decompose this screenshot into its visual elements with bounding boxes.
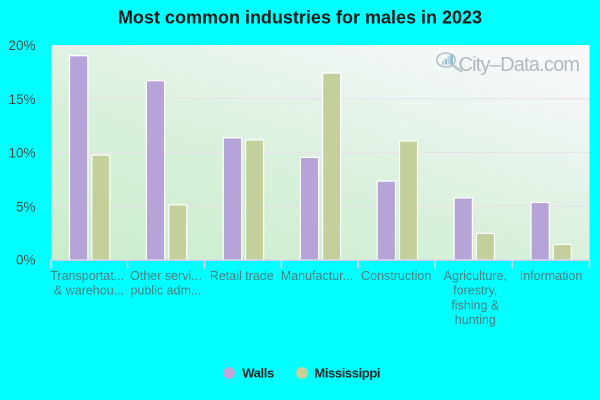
svg-text:public adm...: public adm... [130, 284, 201, 298]
svg-text:Retail trade: Retail trade [210, 269, 274, 283]
svg-text:forestry,: forestry, [453, 284, 497, 298]
svg-text:fishing &: fishing & [451, 298, 500, 312]
svg-text:Mississippi: Mississippi [314, 365, 380, 380]
svg-text:Agriculture,: Agriculture, [444, 269, 507, 283]
svg-text:15%: 15% [8, 92, 35, 107]
svg-text:Walls: Walls [242, 365, 274, 380]
svg-text:& warehou...: & warehou... [54, 284, 124, 298]
svg-text:Other servi...: Other servi... [130, 269, 202, 283]
svg-text:10%: 10% [8, 146, 35, 161]
svg-text:0%: 0% [16, 252, 36, 267]
svg-text:City–Data.com: City–Data.com [459, 54, 580, 76]
svg-text:Construction: Construction [361, 269, 431, 283]
svg-text:Manufactur...: Manufactur... [281, 269, 353, 283]
svg-text:20%: 20% [8, 38, 35, 53]
svg-text:5%: 5% [16, 199, 36, 214]
svg-text:hunting: hunting [455, 313, 496, 327]
svg-text:Most common industries for mal: Most common industries for males in 2023 [118, 8, 482, 28]
svg-text:Information: Information [520, 269, 583, 283]
svg-text:Transportat...: Transportat... [50, 269, 124, 283]
